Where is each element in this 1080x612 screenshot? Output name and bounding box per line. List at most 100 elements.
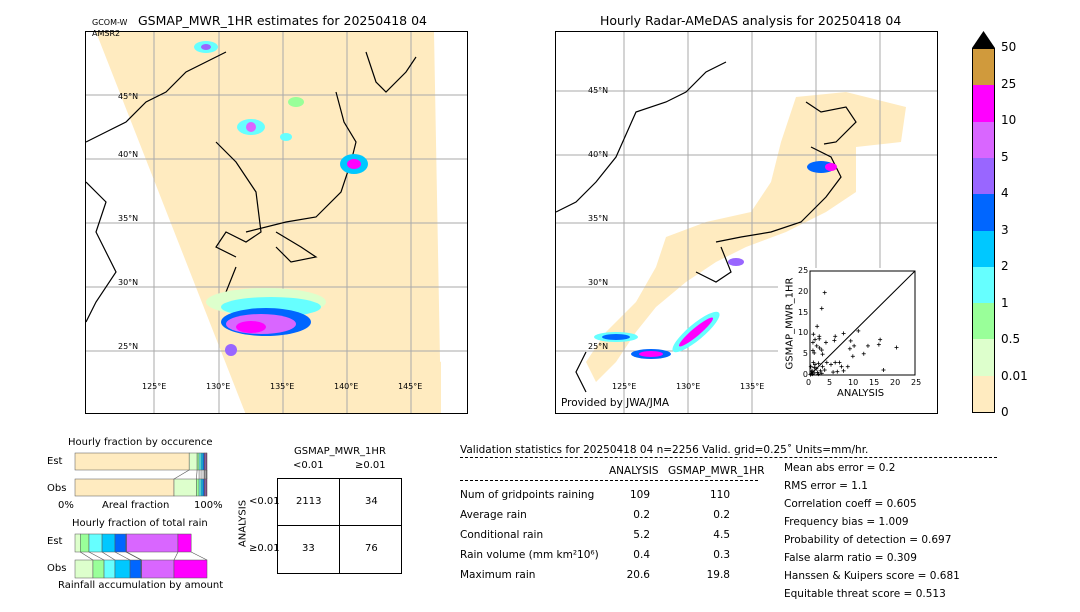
- score-line: Frequency bias = 1.009: [784, 516, 909, 528]
- stat-gsmap: 0.3: [713, 549, 730, 561]
- fraction-segment: [74, 559, 94, 579]
- contingency-row-title: ANALYSIS: [237, 499, 249, 548]
- right-lat-label: 30°N: [588, 278, 609, 287]
- connector-line: [101, 551, 116, 561]
- colorbar-segment: [973, 266, 994, 304]
- colorbar-label: 10: [1001, 113, 1017, 127]
- right-lon-label: 125°E: [612, 382, 637, 391]
- score-line: Mean abs error = 0.2: [784, 462, 896, 474]
- fraction-segment: [188, 452, 198, 471]
- colorbar-label: 0: [1001, 405, 1009, 419]
- fraction-segment: [200, 478, 204, 497]
- right-lat-label: 40°N: [588, 150, 609, 159]
- fraction-segment: [204, 452, 206, 471]
- connector-line: [126, 551, 142, 561]
- fraction-segment: [101, 533, 116, 553]
- divider: [460, 457, 997, 458]
- colorbar-label: 2: [1001, 259, 1009, 273]
- contingency-row-header: ≥0.01: [249, 543, 280, 554]
- colorbar-label: 25: [1001, 76, 1017, 91]
- left-map: [85, 31, 468, 414]
- scatter-xtick: 15: [869, 378, 880, 387]
- cell-fn: 33: [302, 543, 315, 554]
- data-credit: Provided by JWA/JMA: [561, 397, 670, 409]
- obs-label: Obs: [47, 563, 67, 574]
- connector-line: [125, 551, 142, 561]
- fraction-segment: [198, 452, 202, 471]
- scatter-ytick: 20: [798, 286, 809, 296]
- colorbar-label: 0.5: [1001, 332, 1021, 346]
- right-lon-label: 135°E: [740, 382, 765, 391]
- fraction-segment: [141, 559, 175, 579]
- stat-analysis: 109: [629, 489, 650, 501]
- colorbar-label: 5: [1001, 149, 1009, 164]
- score-line: Hanssen & Kuipers score = 0.681: [784, 570, 960, 582]
- left-map-title: GSMAP_MWR_1HR estimates for 20250418 04: [138, 13, 427, 28]
- stat-label: Conditional rain: [460, 529, 544, 541]
- colorbar-label: 1: [1001, 295, 1009, 310]
- gridlines: [86, 32, 467, 413]
- fraction-segment: [74, 478, 175, 497]
- left-lat-label: 25°N: [118, 342, 139, 351]
- stat-gsmap: 0.2: [713, 509, 730, 521]
- left-lat-label: 35°N: [118, 214, 139, 223]
- contingency-col-header: <0.01: [293, 460, 324, 471]
- fraction-segment: [204, 478, 206, 497]
- fraction-segment: [103, 559, 116, 579]
- fraction-segment: [114, 533, 127, 553]
- fraction-segment: [205, 478, 207, 497]
- coastlines: [556, 61, 857, 393]
- colorbar-label: 4: [1001, 186, 1009, 200]
- stat-label: Rain volume (mm km²10⁶): [460, 549, 599, 561]
- connector-line: [88, 551, 105, 561]
- est-label: Est: [47, 536, 63, 547]
- right-map-title: Hourly Radar-AMeDAS analysis for 2025041…: [600, 13, 902, 28]
- total-rain-xlabel: Rainfall accumulation by amount: [58, 580, 224, 591]
- contingency-table: 2113 34 33 76: [277, 478, 402, 574]
- rain-blobs: [594, 161, 837, 359]
- colorbar-segment: [973, 194, 994, 231]
- total-rain-title: Hourly fraction of total rain: [72, 518, 208, 529]
- colorbar-segment: [973, 49, 994, 86]
- fraction-segment: [88, 533, 103, 553]
- stat-gsmap: 110: [709, 489, 730, 501]
- score-line: Equitable threat score = 0.513: [784, 588, 946, 600]
- left-lon-label: 145°E: [398, 382, 423, 391]
- connector-line: [173, 551, 179, 561]
- colorbar-segment: [973, 339, 994, 377]
- right-lat-label: 45°N: [588, 86, 609, 95]
- col-analysis: ANALYSIS: [609, 465, 659, 477]
- stat-analysis: 5.2: [633, 529, 650, 541]
- fraction-segment: [198, 478, 202, 497]
- stat-analysis: 0.4: [633, 549, 650, 561]
- fraction-segment: [196, 478, 200, 497]
- fraction-segment: [173, 478, 197, 497]
- stat-gsmap: 4.5: [713, 529, 730, 541]
- cell-tn: 2113: [296, 496, 322, 507]
- colorbar: [972, 48, 995, 413]
- coastlines: [86, 51, 417, 323]
- stat-analysis: 20.6: [626, 569, 650, 581]
- fraction-segment: [126, 533, 179, 553]
- connector-line: [191, 551, 208, 561]
- stat-label: Maximum rain: [460, 569, 536, 581]
- fraction-segment: [80, 533, 90, 553]
- fraction-segment: [196, 452, 200, 471]
- col-gsmap: GSMAP_MWR_1HR: [668, 465, 765, 477]
- occurrence-xlabel: Areal fraction: [102, 500, 170, 511]
- colorbar-segment: [973, 230, 994, 268]
- scatter-xlabel: ANALYSIS: [837, 388, 885, 399]
- left-lat-label: 45°N: [118, 92, 139, 101]
- colorbar-label: 0.01: [1001, 368, 1028, 383]
- occurrence-x-max: 100%: [194, 500, 223, 511]
- fraction-segment: [202, 452, 205, 471]
- contingency-col-title: GSMAP_MWR_1HR: [294, 446, 386, 457]
- right-lat-label: 25°N: [588, 342, 609, 351]
- scatter-ytick: 0: [802, 370, 808, 379]
- scatter-ytick: 5: [802, 349, 808, 359]
- fraction-segment: [140, 559, 142, 579]
- fraction-segment: [125, 533, 127, 553]
- fraction-segment: [205, 452, 207, 471]
- colorbar-segment: [973, 157, 994, 195]
- stat-analysis: 0.2: [633, 509, 650, 521]
